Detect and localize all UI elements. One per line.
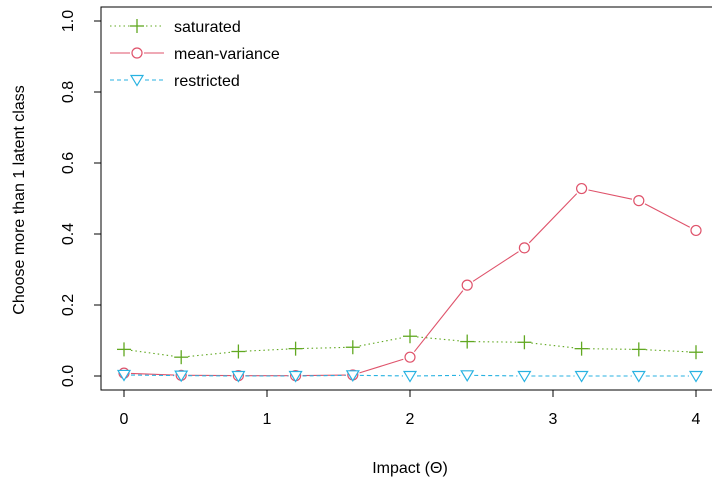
data-point <box>404 351 416 363</box>
series-segment <box>588 348 632 350</box>
series-segment <box>130 374 175 377</box>
data-point <box>574 341 589 356</box>
data-point <box>288 370 303 383</box>
data-point <box>631 370 646 383</box>
series-segment <box>528 193 578 244</box>
series-segment <box>130 372 175 376</box>
data-point <box>574 370 589 383</box>
y-tick-label: 0.2 <box>60 294 77 316</box>
series-segment <box>531 342 575 349</box>
data-point <box>231 344 246 359</box>
legend-item-mean-variance: mean-variance <box>110 46 280 63</box>
data-point <box>117 342 131 357</box>
series-segment <box>472 251 519 282</box>
series-layer <box>116 182 704 383</box>
series-segment <box>302 374 346 377</box>
series-saturated <box>117 329 703 365</box>
series-segment <box>474 374 518 377</box>
series-segment <box>130 349 175 357</box>
legend-item-saturated: saturated <box>110 19 241 36</box>
y-tick-label: 0.8 <box>60 81 77 103</box>
data-point <box>174 350 189 365</box>
data-point <box>575 182 588 195</box>
y-tick-label: 1.0 <box>60 10 77 32</box>
series-restricted <box>116 369 704 383</box>
data-point <box>460 334 475 349</box>
y-axis-label: Choose more than 1 latent class <box>11 85 28 314</box>
data-point <box>174 370 189 383</box>
x-tick-label: 2 <box>406 411 415 428</box>
y-tick-label: 0.4 <box>60 223 77 245</box>
data-point <box>688 370 704 383</box>
series-segment <box>644 203 691 228</box>
data-point <box>633 195 645 207</box>
data-point <box>631 342 646 357</box>
legend-marker <box>131 47 143 59</box>
legend-item-restricted: restricted <box>110 73 240 90</box>
series-segment <box>359 374 404 377</box>
series-segment <box>413 290 464 353</box>
x-tick-label: 0 <box>120 411 129 428</box>
data-point <box>345 370 360 382</box>
legend-label: mean-variance <box>174 46 280 63</box>
x-tick-label: 3 <box>549 411 558 428</box>
legend-marker <box>130 19 144 33</box>
data-point <box>517 370 532 383</box>
y-tick-label: 0.6 <box>60 152 77 174</box>
data-point <box>402 370 418 383</box>
series-mean-variance <box>118 182 702 382</box>
x-tick-label: 4 <box>692 411 701 428</box>
series-segment <box>416 336 461 342</box>
data-point <box>288 341 303 356</box>
series-segment <box>645 349 690 353</box>
y-tick-label: 0.0 <box>60 365 77 387</box>
series-segment <box>188 351 232 358</box>
legend-label: saturated <box>174 19 241 36</box>
series-segment <box>474 341 518 343</box>
plot-frame <box>100 6 712 391</box>
series-segment <box>302 346 346 350</box>
axes: 0 1 2 3 4 0.0 0.2 0.4 0.6 0.8 1.0 <box>60 6 712 428</box>
series-segment <box>588 189 633 200</box>
data-point <box>690 224 702 237</box>
series-segment <box>416 374 461 377</box>
data-point <box>403 329 417 344</box>
legend-label: restricted <box>174 73 240 90</box>
x-axis-label: Impact (Θ) <box>372 460 448 477</box>
data-point <box>460 370 475 382</box>
series-segment <box>359 337 404 347</box>
legend: saturated mean-variance restricted <box>110 19 280 90</box>
data-point <box>689 345 703 360</box>
data-point <box>231 370 246 383</box>
data-point <box>517 335 532 350</box>
series-segment <box>245 348 289 352</box>
x-tick-label: 1 <box>263 411 272 428</box>
data-point <box>518 242 531 254</box>
series-segment <box>359 358 404 374</box>
data-point <box>461 279 473 291</box>
legend-marker <box>129 74 145 87</box>
data-point <box>345 340 360 355</box>
data-point <box>116 369 132 382</box>
